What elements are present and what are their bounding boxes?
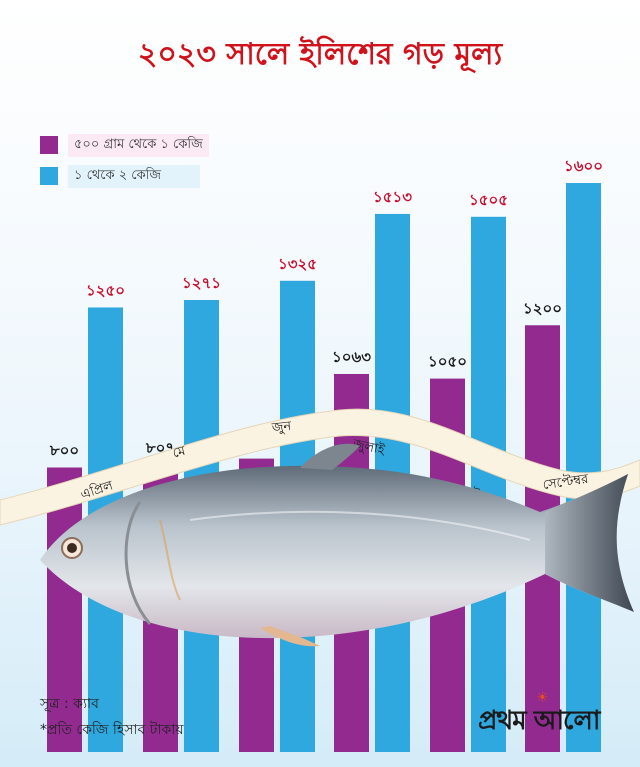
unit-note: *প্রতি কেজি হিসাব টাকায় xyxy=(40,718,184,742)
brand-logo: ☀ প্রথম আলো xyxy=(478,700,599,744)
sun-icon: ☀ xyxy=(536,690,548,706)
source-note: সূত্র : ক্যাব xyxy=(40,692,99,716)
